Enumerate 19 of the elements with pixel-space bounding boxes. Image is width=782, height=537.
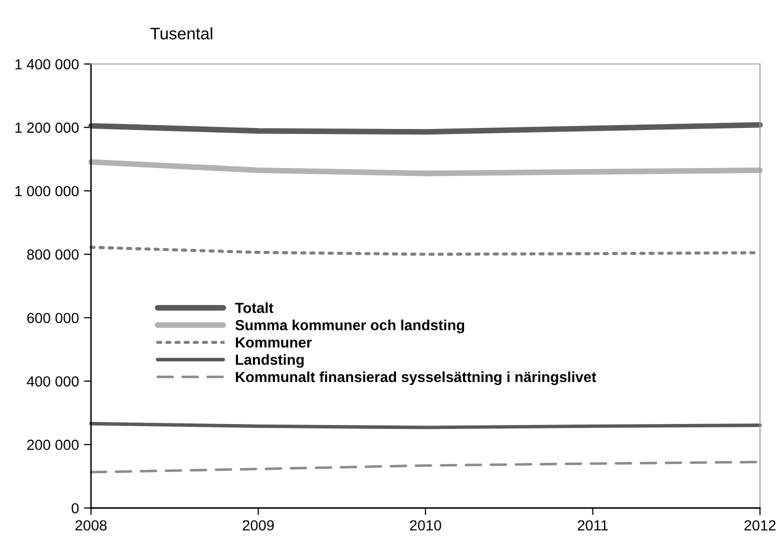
y-tick-label: 1 000 000 — [15, 186, 79, 196]
x-tick-label: 2008 — [76, 520, 107, 531]
y-tick-label: 200 000 — [27, 440, 79, 450]
x-tick-label: 2012 — [744, 520, 776, 531]
legend-label: Totalt — [235, 302, 274, 314]
y-tick-label: 400 000 — [26, 376, 79, 387]
x-tick-label: 2009 — [242, 520, 274, 531]
x-tick-label: 2011 — [578, 520, 608, 531]
legend-label: Landsting — [236, 354, 304, 368]
x-tick-label: 2010 — [410, 520, 442, 531]
y-axis-title: Tusental — [150, 27, 212, 40]
y-tick-label: 800 000 — [27, 249, 79, 260]
y-tick-label: 1 200 000 — [15, 122, 79, 133]
legend-label: Kommuner — [236, 337, 312, 348]
legend-label: Summa kommuner och landsting — [235, 320, 464, 334]
y-tick-label: 1 400 000 — [15, 59, 79, 70]
legend-label: Kommunalt finansierad sysselsättning i näringslivet — [236, 371, 596, 386]
y-tick-label: 0 — [72, 503, 79, 514]
y-tick-label: 600 000 — [27, 312, 79, 324]
